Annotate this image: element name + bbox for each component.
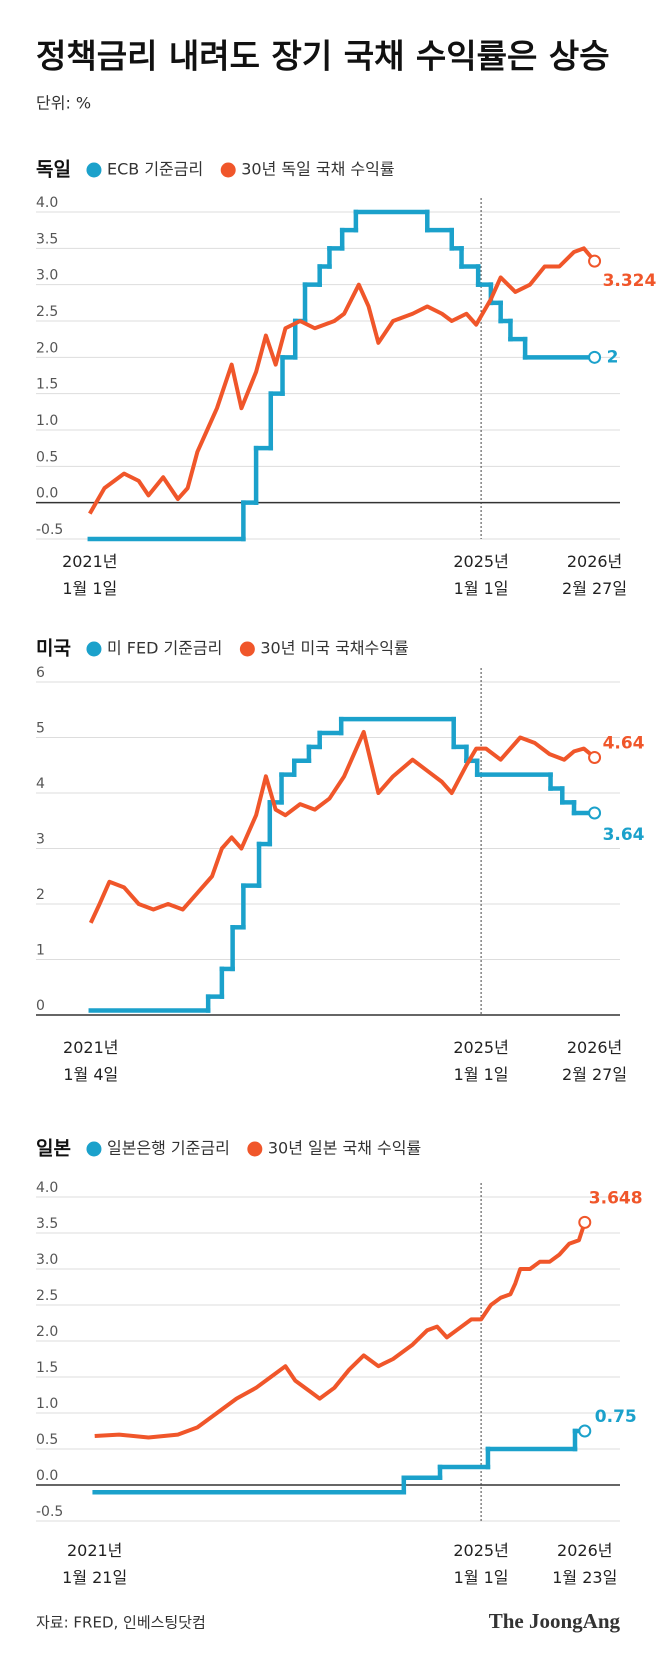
y-tick-label: 1: [36, 943, 45, 959]
x-tick-label: 2021년 1월 21일: [62, 1541, 127, 1587]
x-tick-label: 2026년 1월 23일: [552, 1541, 617, 1587]
source: 자료: FRED, 인베스팅닷컴: [36, 1614, 206, 1632]
x-tick-label: 2025년 1월 1일: [453, 1038, 508, 1084]
end-marker: [588, 806, 602, 820]
end-value-label: 0.75: [595, 1407, 637, 1427]
unit-note: 단위: %: [36, 94, 91, 113]
x-tick-label: 2025년 1월 1일: [453, 552, 508, 598]
legend-label: 30년 독일 국채 수익률: [241, 160, 394, 179]
y-tick-label: 1.0: [36, 1396, 58, 1412]
y-tick-label: 1.5: [36, 377, 58, 393]
legend-swatch: [247, 1141, 263, 1157]
y-tick-label: -0.5: [36, 522, 63, 538]
end-marker: [578, 1424, 592, 1438]
y-tick-label: 4.0: [36, 195, 58, 211]
legend-label: 30년 일본 국채 수익률: [268, 1139, 421, 1158]
y-tick-label: 4.0: [36, 1180, 58, 1196]
series-line: [88, 729, 596, 924]
y-tick-label: 3.0: [36, 1252, 58, 1268]
step-riser: [241, 209, 597, 542]
x-tick-label: 2021년 1월 1일: [62, 552, 117, 598]
end-value-label: 4.64: [603, 733, 645, 753]
legend-label: ECB 기준금리: [107, 160, 203, 179]
legend-swatch: [86, 162, 102, 178]
y-tick-label: 1.0: [36, 413, 58, 429]
end-value-label: 2: [607, 347, 619, 367]
y-tick-label: 0.0: [36, 486, 58, 502]
end-marker: [578, 1215, 592, 1229]
y-tick-label: 3: [36, 832, 45, 848]
end-marker: [588, 350, 602, 364]
x-tick-label: 2026년 2월 27일: [562, 1038, 627, 1084]
end-marker: [588, 254, 602, 268]
chart-heading: 독일: [36, 159, 71, 181]
y-tick-label: 0: [36, 998, 45, 1014]
page-title: 정책금리 내려도 장기 국채 수익률은 상승: [36, 37, 610, 76]
x-tick-label: 2025년 1월 1일: [453, 1541, 508, 1587]
chart-heading: 미국: [36, 638, 71, 660]
legend-swatch: [86, 1141, 102, 1157]
y-tick-label: 3.0: [36, 268, 58, 284]
logo: The JoongAng: [489, 1609, 621, 1633]
y-tick-label: 2: [36, 887, 45, 903]
y-tick-label: 5: [36, 721, 45, 737]
y-tick-label: 0.5: [36, 449, 58, 465]
y-tick-label: 2.0: [36, 1324, 58, 1340]
y-tick-label: -0.5: [36, 1504, 63, 1520]
y-tick-label: 2.0: [36, 340, 58, 356]
series-line: [88, 246, 597, 515]
legend-label: 30년 미국 국채수익률: [260, 639, 408, 658]
y-tick-label: 0.0: [36, 1468, 58, 1484]
legend-swatch: [86, 641, 102, 657]
end-value-label: 3.64: [603, 825, 645, 845]
legend-label: 일본은행 기준금리: [107, 1139, 230, 1158]
step-riser: [205, 716, 597, 1013]
y-tick-label: 3.5: [36, 231, 58, 247]
y-tick-label: 2.5: [36, 1288, 58, 1304]
end-value-label: 3.324: [603, 271, 657, 291]
series-line: [94, 1221, 587, 1440]
legend-swatch: [239, 641, 255, 657]
y-tick-label: 6: [36, 665, 45, 681]
chart-heading: 일본: [36, 1138, 71, 1160]
x-tick-label: 2021년 1월 4일: [63, 1038, 118, 1084]
end-value-label: 3.648: [589, 1188, 643, 1208]
y-tick-label: 0.5: [36, 1432, 58, 1448]
legend-label: 미 FED 기준금리: [107, 639, 222, 658]
end-marker: [588, 750, 602, 764]
y-tick-label: 4: [36, 776, 45, 792]
legend-swatch: [220, 162, 236, 178]
y-tick-label: 1.5: [36, 1360, 58, 1376]
step-riser: [401, 1428, 588, 1495]
y-tick-label: 3.5: [36, 1216, 58, 1232]
y-tick-label: 2.5: [36, 304, 58, 320]
x-tick-label: 2026년 2월 27일: [562, 552, 627, 598]
